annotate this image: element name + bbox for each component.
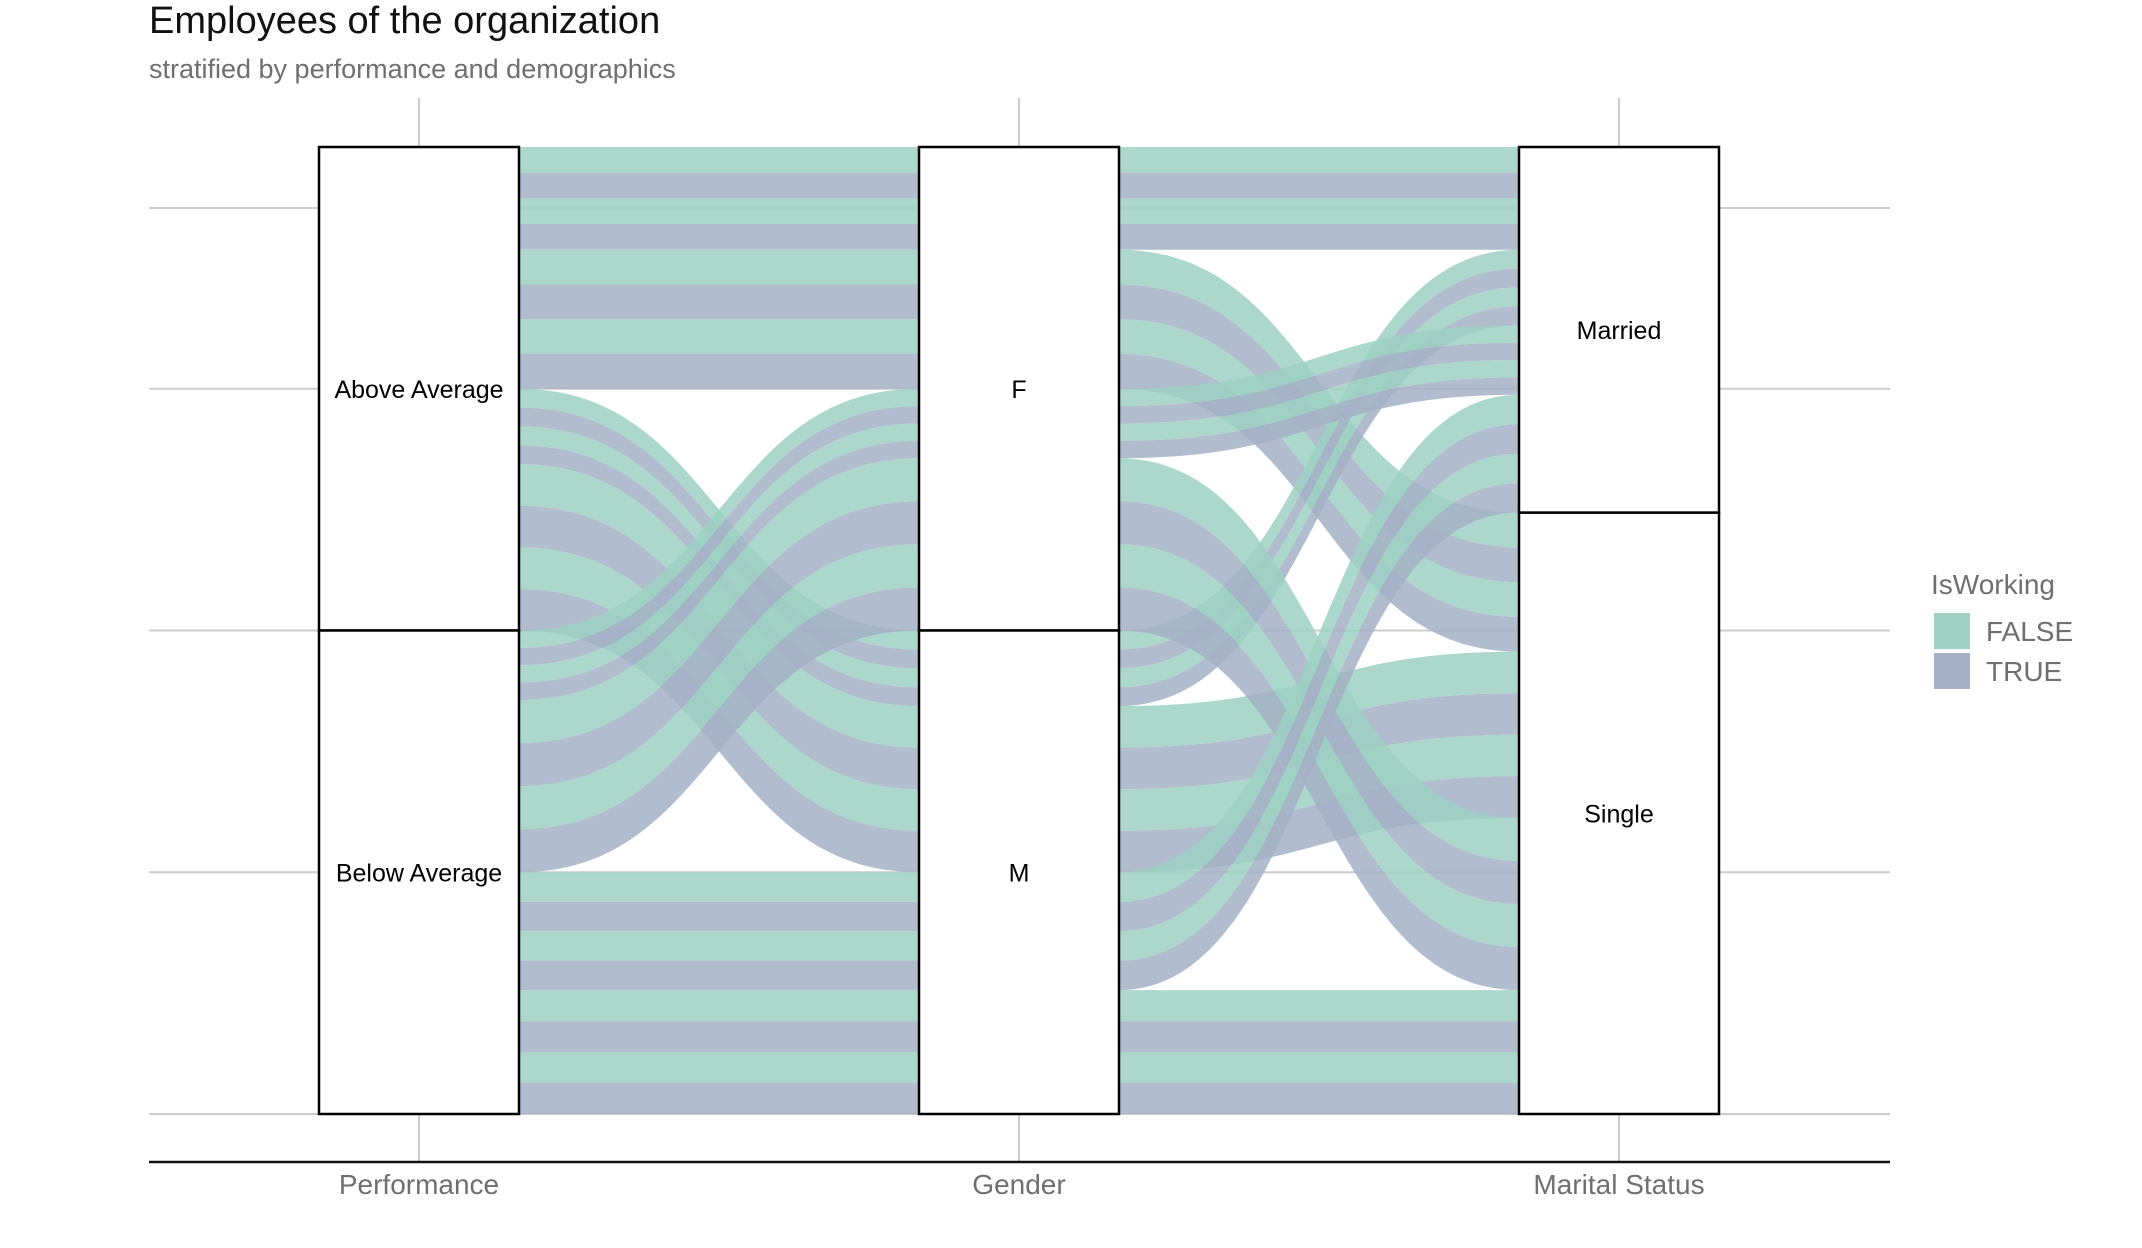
chart-title: Employees of the organization [149, 0, 661, 42]
flow-4-1-segment-1 [1119, 342, 1519, 424]
flow-0-0-segment-1 [519, 172, 919, 199]
flow-2-1-segment-1 [1119, 268, 1519, 669]
flow-7-0-segment-2 [519, 1052, 919, 1084]
x-tick-label-0: Performance [339, 1169, 499, 1200]
strata: Above Average Below Average F M Married Singl… [317, 145, 1721, 1116]
flow-2-1-segment-0 [1119, 249, 1519, 650]
stratum-label-2-1: Single [1584, 800, 1654, 828]
legend-swatch-true [1934, 653, 1970, 689]
flow-1-0-segment-1 [519, 284, 919, 320]
flow-6-1-segment-2 [1119, 453, 1519, 961]
flow-4-0-segment-0 [519, 388, 919, 648]
flow-6-1-segment-3 [1119, 483, 1519, 991]
flow-4-0-segment-1 [519, 406, 919, 666]
flow-6-1-segment-0 [1119, 394, 1519, 902]
stratum-label-2-0: Married [1577, 317, 1662, 345]
flow-6-0-segment-2 [519, 931, 919, 961]
legend-label-false: FALSE [1986, 616, 2073, 647]
flow-0-1-segment-3 [1119, 224, 1519, 250]
flow-5-1-segment-3 [1119, 587, 1519, 991]
flow-0-1-segment-2 [1119, 198, 1519, 225]
stratum-label-1-1: M [1009, 859, 1030, 887]
flow-0-0-segment-2 [519, 198, 919, 225]
flow-6-1-segment-1 [1119, 424, 1519, 932]
flow-7-0-segment-0 [519, 990, 919, 1022]
flow-4-0-segment-3 [519, 440, 919, 701]
stratum-label-1-0: F [1011, 376, 1026, 404]
flow-5-0-segment-1 [519, 501, 919, 787]
flow-4-1-segment-3 [1119, 377, 1519, 459]
flow-7-1-segment-2 [1119, 1052, 1519, 1084]
stratum-label-0-0: Above Average [334, 376, 503, 404]
legend-swatch-false [1934, 613, 1970, 649]
flow-4-1-segment-0 [1119, 325, 1519, 407]
flow-7-1-segment-1 [1119, 1021, 1519, 1053]
legend: IsWorking FALSE TRUE [1931, 569, 2073, 689]
flow-2-1-segment-2 [1119, 287, 1519, 688]
stratum-box-0-0 [317, 145, 521, 632]
stratum-box-2-1 [1517, 511, 1721, 1116]
flow-1-0-segment-0 [519, 249, 919, 285]
flow-7-0-segment-3 [519, 1083, 919, 1114]
axes: Performance Gender Marital Status [149, 1160, 1890, 1200]
flow-5-0-segment-3 [519, 587, 919, 873]
x-tick-label-1: Gender [972, 1169, 1065, 1200]
flow-5-0-segment-2 [519, 544, 919, 830]
flows [519, 147, 1519, 1114]
chart-subtitle: stratified by performance and demographi… [149, 54, 676, 84]
flow-6-0-segment-0 [519, 872, 919, 902]
flow-5-0-segment-0 [519, 458, 919, 744]
stratum-box-2-0 [1517, 145, 1721, 514]
flow-6-0-segment-1 [519, 901, 919, 932]
stratum-box-0-1 [317, 629, 521, 1116]
flow-1-1-segment-1 [1119, 284, 1519, 583]
flow-1-0-segment-2 [519, 319, 919, 354]
flow-4-0-segment-2 [519, 423, 919, 683]
stratum-box-1-1 [917, 629, 1121, 1116]
flow-0-0-segment-3 [519, 224, 919, 250]
flow-7-0-segment-1 [519, 1021, 919, 1053]
flow-4-1-segment-2 [1119, 360, 1519, 441]
flow-0-1-segment-1 [1119, 172, 1519, 199]
stratum-box-1-0 [917, 145, 1121, 632]
flow-7-1-segment-0 [1119, 990, 1519, 1022]
stratum-label-0-1: Below Average [336, 859, 502, 887]
legend-title: IsWorking [1931, 569, 2055, 600]
flow-6-0-segment-3 [519, 960, 919, 991]
flow-7-1-segment-3 [1119, 1083, 1519, 1114]
flow-1-0-segment-3 [519, 353, 919, 389]
flow-0-1-segment-0 [1119, 147, 1519, 173]
x-tick-label-2: Marital Status [1533, 1169, 1704, 1200]
flow-2-1-segment-3 [1119, 306, 1519, 707]
legend-label-true: TRUE [1986, 656, 2062, 687]
flow-0-0-segment-0 [519, 147, 919, 173]
